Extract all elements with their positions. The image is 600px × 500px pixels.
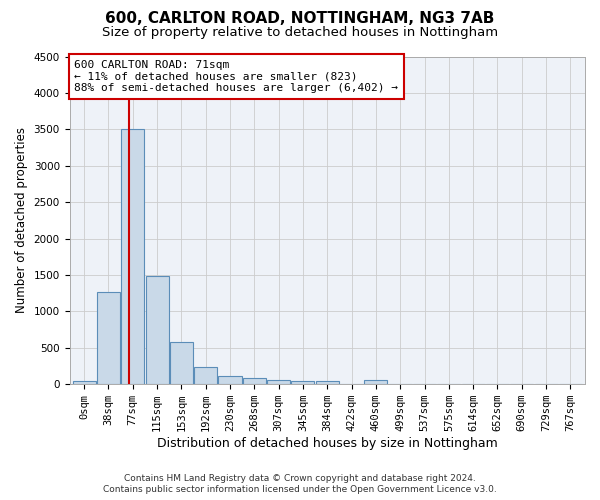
Text: 600, CARLTON ROAD, NOTTINGHAM, NG3 7AB: 600, CARLTON ROAD, NOTTINGHAM, NG3 7AB bbox=[106, 11, 494, 26]
Bar bbox=[267, 380, 290, 384]
Bar bbox=[316, 382, 339, 384]
Bar bbox=[243, 378, 266, 384]
Y-axis label: Number of detached properties: Number of detached properties bbox=[15, 128, 28, 314]
Bar bbox=[364, 380, 388, 384]
Bar bbox=[73, 382, 95, 384]
Bar bbox=[194, 366, 217, 384]
Text: Contains HM Land Registry data © Crown copyright and database right 2024.
Contai: Contains HM Land Registry data © Crown c… bbox=[103, 474, 497, 494]
Bar bbox=[292, 381, 314, 384]
Bar bbox=[146, 276, 169, 384]
Text: Size of property relative to detached houses in Nottingham: Size of property relative to detached ho… bbox=[102, 26, 498, 39]
X-axis label: Distribution of detached houses by size in Nottingham: Distribution of detached houses by size … bbox=[157, 437, 497, 450]
Bar bbox=[97, 292, 120, 384]
Bar bbox=[218, 376, 242, 384]
Bar bbox=[170, 342, 193, 384]
Text: 600 CARLTON ROAD: 71sqm
← 11% of detached houses are smaller (823)
88% of semi-d: 600 CARLTON ROAD: 71sqm ← 11% of detache… bbox=[74, 60, 398, 93]
Bar bbox=[121, 130, 144, 384]
